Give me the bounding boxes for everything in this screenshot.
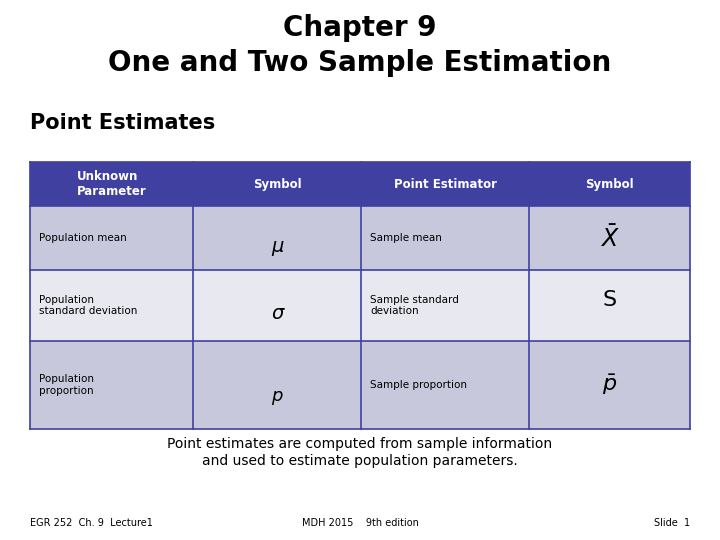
Bar xyxy=(193,206,361,270)
Bar xyxy=(361,206,529,270)
Text: Point Estimator: Point Estimator xyxy=(394,178,497,191)
Text: One and Two Sample Estimation: One and Two Sample Estimation xyxy=(109,49,611,77)
Text: Point estimates are computed from sample information
and used to estimate popula: Point estimates are computed from sample… xyxy=(168,437,552,468)
Text: Slide  1: Slide 1 xyxy=(654,518,690,528)
Text: Sample mean: Sample mean xyxy=(370,233,442,243)
Text: p: p xyxy=(271,387,283,405)
Text: S: S xyxy=(603,290,616,310)
Text: Unknown
Parameter: Unknown Parameter xyxy=(77,170,146,198)
Bar xyxy=(361,341,529,429)
Bar xyxy=(529,341,690,429)
Bar xyxy=(193,162,361,206)
Text: $\bar{X}$: $\bar{X}$ xyxy=(600,225,619,252)
Bar xyxy=(193,341,361,429)
Text: Symbol: Symbol xyxy=(585,178,634,191)
Text: Sample standard
deviation: Sample standard deviation xyxy=(370,295,459,316)
Bar xyxy=(361,270,529,341)
Bar xyxy=(361,162,529,206)
Text: Sample proportion: Sample proportion xyxy=(370,380,467,390)
Bar xyxy=(529,270,690,341)
Text: σ: σ xyxy=(271,304,284,323)
Bar xyxy=(30,341,193,429)
Text: $\bar{p}$: $\bar{p}$ xyxy=(602,373,617,397)
Bar xyxy=(30,162,193,206)
Text: Population
proportion: Population proportion xyxy=(39,375,94,396)
Text: EGR 252  Ch. 9  Lecture1: EGR 252 Ch. 9 Lecture1 xyxy=(30,518,153,528)
Bar xyxy=(30,270,193,341)
Text: Symbol: Symbol xyxy=(253,178,302,191)
Bar xyxy=(30,206,193,270)
Text: MDH 2015    9th edition: MDH 2015 9th edition xyxy=(302,518,418,528)
Bar xyxy=(529,206,690,270)
Text: Point Estimates: Point Estimates xyxy=(30,113,215,133)
Text: Population
standard deviation: Population standard deviation xyxy=(39,295,138,316)
Text: Population mean: Population mean xyxy=(39,233,127,243)
Bar xyxy=(529,162,690,206)
Text: Chapter 9: Chapter 9 xyxy=(283,14,437,42)
Text: μ: μ xyxy=(271,237,284,256)
Bar xyxy=(193,270,361,341)
